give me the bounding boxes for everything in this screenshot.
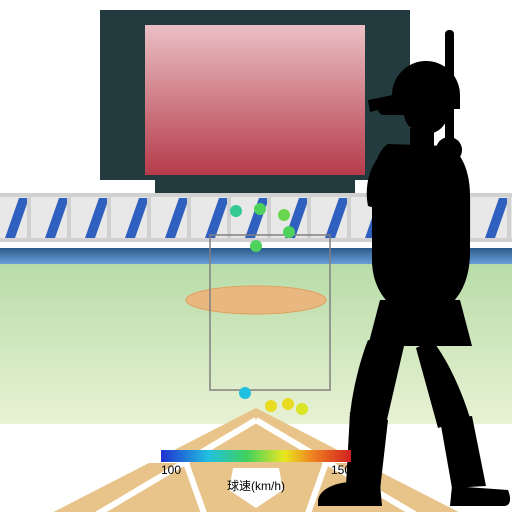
speed-axis-label: 球速(km/h)	[161, 477, 351, 494]
speed-ticks: 100 150	[161, 463, 351, 477]
speed-tick: 100	[161, 463, 181, 477]
pitch-chart-canvas: 100 150 球速(km/h)	[0, 0, 512, 512]
batter-silhouette	[0, 0, 512, 512]
speed-legend: 100 150 球速(km/h)	[161, 450, 351, 494]
speed-colorbar	[161, 450, 351, 462]
speed-tick: 150	[331, 463, 351, 477]
